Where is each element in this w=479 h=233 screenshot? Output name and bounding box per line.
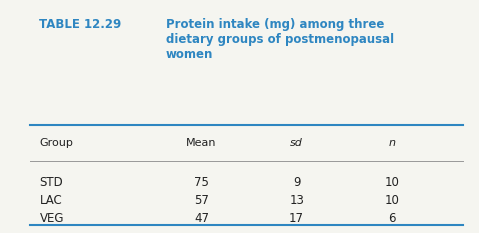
Text: 47: 47 xyxy=(194,212,209,226)
Text: 10: 10 xyxy=(385,176,399,188)
Text: n: n xyxy=(388,138,395,148)
Text: sd: sd xyxy=(290,138,303,148)
Text: 75: 75 xyxy=(194,176,209,188)
Text: Mean: Mean xyxy=(186,138,217,148)
Text: 10: 10 xyxy=(385,194,399,207)
Text: LAC: LAC xyxy=(39,194,62,207)
Text: Group: Group xyxy=(39,138,73,148)
Text: 13: 13 xyxy=(289,194,304,207)
Text: Protein intake (mg) among three
dietary groups of postmenopausal
women: Protein intake (mg) among three dietary … xyxy=(166,17,394,61)
Text: 17: 17 xyxy=(289,212,304,226)
Text: VEG: VEG xyxy=(39,212,64,226)
Text: 9: 9 xyxy=(293,176,300,188)
Text: 57: 57 xyxy=(194,194,209,207)
Text: STD: STD xyxy=(39,176,63,188)
Text: TABLE 12.29: TABLE 12.29 xyxy=(39,17,122,31)
Text: 6: 6 xyxy=(388,212,396,226)
